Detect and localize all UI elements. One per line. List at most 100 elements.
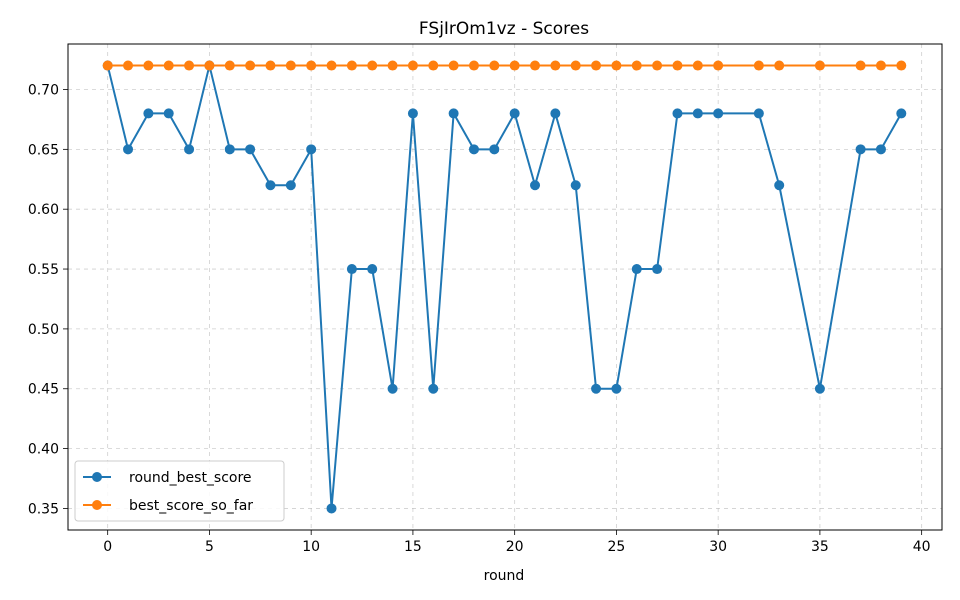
data-point [652,264,663,275]
data-point [184,60,195,71]
data-point [631,264,642,275]
data-point [204,60,215,71]
y-tick-label: 0.45 [28,382,59,398]
y-tick-label: 0.70 [28,82,59,98]
legend-marker-round-best-score [92,472,102,482]
legend: round_best_score best_score_so_far [74,460,285,522]
data-point [306,144,317,155]
data-point [611,60,622,71]
data-point [591,60,602,71]
data-point [509,60,520,71]
data-point [855,144,866,155]
x-tick-label: 25 [607,539,625,555]
data-point [753,60,764,71]
data-point [367,60,378,71]
data-point [326,60,337,71]
chart-title: FSjIrOm1vz - Scores [419,19,589,39]
data-point [468,144,479,155]
data-point [346,60,357,71]
data-point [570,180,581,191]
data-point [631,60,642,71]
data-point [814,60,825,71]
data-point [855,60,866,71]
data-point [530,180,541,191]
x-tick-label: 10 [302,539,320,555]
data-point [184,144,195,155]
data-point [774,60,785,71]
data-point [550,108,561,119]
y-tick-label: 0.50 [28,322,59,338]
x-tick-label: 35 [811,539,829,555]
data-point [896,108,907,119]
data-point [489,60,500,71]
legend-marker-best-score-so-far [92,500,102,510]
data-point [428,60,439,71]
data-point [814,383,825,394]
data-point [387,60,398,71]
data-point [468,60,479,71]
data-point [285,60,296,71]
data-point [326,503,337,514]
data-point [285,180,296,191]
legend-label-round-best-score: round_best_score [129,470,252,486]
data-point [550,60,561,71]
data-point [163,60,174,71]
data-point [265,60,276,71]
data-point [672,60,683,71]
x-tick-label: 5 [205,539,214,555]
data-point [143,108,154,119]
data-point [652,60,663,71]
data-point [530,60,541,71]
data-point [875,60,886,71]
data-point [346,264,357,275]
x-axis-label: round [484,568,525,584]
data-point [102,60,113,71]
data-point [428,383,439,394]
y-tick-label: 0.55 [28,262,59,278]
data-point [407,60,418,71]
x-tick-label: 20 [506,539,524,555]
data-point [774,180,785,191]
data-point [713,108,724,119]
data-point [713,60,724,71]
data-point [387,383,398,394]
y-tick-label: 0.40 [28,442,59,458]
legend-box [74,460,285,522]
series-layer [102,60,907,514]
data-point [875,144,886,155]
y-tick-label: 0.35 [28,501,59,517]
data-point [407,108,418,119]
data-point [692,60,703,71]
data-point [753,108,764,119]
data-point [611,383,622,394]
data-point [123,144,134,155]
data-point [367,264,378,275]
data-point [570,60,581,71]
x-tick-label: 0 [103,539,112,555]
data-point [306,60,317,71]
data-point [123,60,134,71]
series-best-score-so-far [102,60,907,71]
x-tick-label: 15 [404,539,422,555]
legend-label-best-score-so-far: best_score_so_far [129,498,253,514]
x-tick-label: 30 [709,539,727,555]
data-point [692,108,703,119]
data-point [224,144,235,155]
data-point [448,60,459,71]
data-point [143,60,154,71]
data-point [448,108,459,119]
data-point [265,180,276,191]
data-point [245,60,256,71]
data-point [672,108,683,119]
data-point [163,108,174,119]
data-point [509,108,520,119]
ticks: 0 5 10 15 20 25 30 35 40 0.35 0.40 0.45 0.50 0.55 0.60… [28,82,931,555]
x-tick-label: 40 [913,539,931,555]
data-point [224,60,235,71]
y-tick-label: 0.65 [28,142,59,158]
data-point [245,144,256,155]
data-point [591,383,602,394]
data-point [896,60,907,71]
y-tick-label: 0.60 [28,202,59,218]
